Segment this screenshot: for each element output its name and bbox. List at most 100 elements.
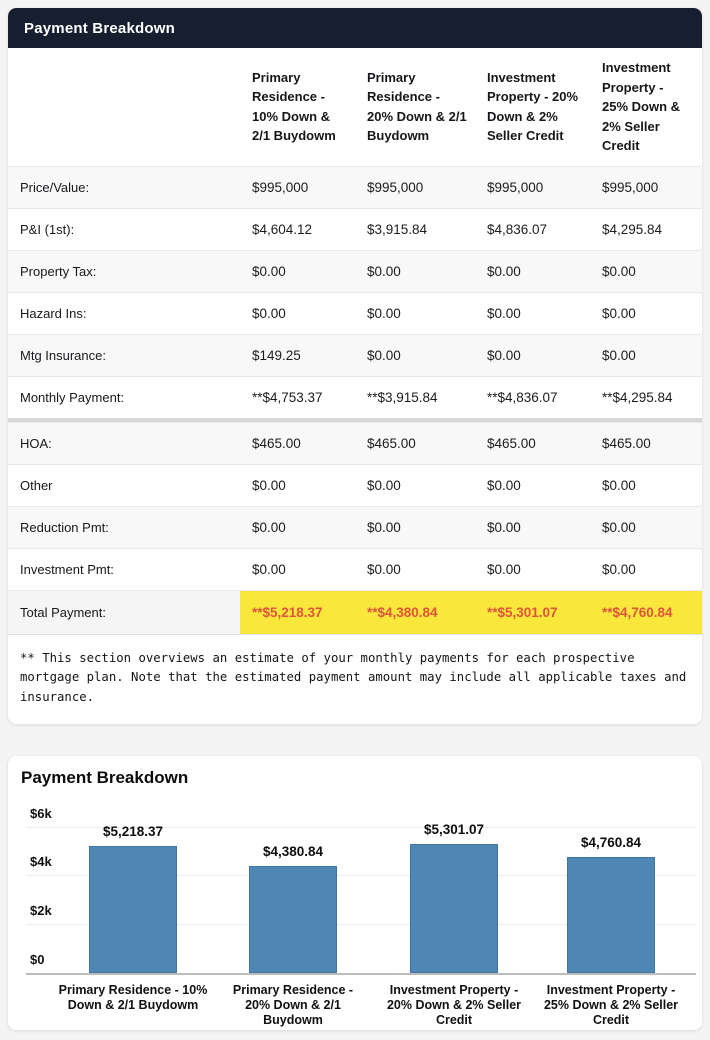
- section-divider: [8, 417, 702, 422]
- cell-value: $4,604.12: [252, 221, 313, 237]
- cell-value: $0.00: [487, 263, 521, 279]
- total-payment-row: Total Payment: **$5,218.37 **$4,380.84 **$…: [8, 589, 702, 634]
- row-label: Total Payment:: [20, 604, 106, 620]
- table-row: HOA: $465.00 $465.00 $465.00 $465.00: [8, 421, 702, 464]
- row-label: Monthly Payment:: [20, 389, 125, 405]
- bar-value-label: $5,301.07: [423, 821, 485, 837]
- bar-chart: $0 $2k $4k $6k $5,218.37 Primary Residence - …: [26, 756, 696, 1030]
- cell-value: $465.00: [487, 435, 536, 451]
- table-row: Investment Pmt: $0.00 $0.00 $0.00 $0.00: [8, 547, 702, 590]
- table-corner-cell: [8, 97, 252, 117]
- cell-value: $0.00: [602, 561, 636, 577]
- cell-value: $0.00: [367, 263, 401, 279]
- row-label: Reduction Pmt:: [20, 519, 109, 535]
- cell-value: $0.00: [367, 519, 401, 535]
- bar-value-label: $5,218.37: [102, 823, 164, 839]
- gridline: [26, 826, 696, 828]
- cell-value: $995,000: [252, 179, 309, 195]
- gridline: [26, 875, 696, 877]
- x-axis-line: [26, 972, 696, 975]
- table-footnote: ** This section overviews an estimate of…: [8, 633, 702, 724]
- table-row: Hazard Ins: $0.00 $0.00 $0.00 $0.00: [8, 291, 702, 334]
- column-header: Primary Residence - 10% Down & 2/1 Buydo…: [252, 69, 336, 144]
- row-label: Hazard Ins:: [20, 305, 87, 321]
- total-grid: Total Payment: **$5,218.37 **$4,380.84 **$…: [8, 591, 702, 634]
- cell-value: $0.00: [252, 477, 286, 493]
- row-label: Property Tax:: [20, 263, 97, 279]
- y-tick-label: $0: [30, 951, 45, 967]
- row-label: Investment Pmt:: [20, 561, 114, 577]
- table-row: Price/Value: $995,000 $995,000 $995,000 $995…: [8, 165, 702, 208]
- table-body: Price/Value: $995,000 $995,000 $995,000 $995…: [8, 165, 702, 590]
- cell-value: $0.00: [487, 347, 521, 363]
- cell-value: $0.00: [252, 561, 286, 577]
- table-row: Property Tax: $0.00 $0.00 $0.00 $0.00: [8, 249, 702, 292]
- cell-value: $0.00: [602, 519, 636, 535]
- chart-bar[interactable]: [567, 856, 655, 973]
- total-cell-value: **$5,218.37: [252, 604, 323, 620]
- cell-value: $149.25: [252, 347, 301, 363]
- cell-value: $465.00: [252, 435, 301, 451]
- table-card-title: Payment Breakdown: [24, 19, 175, 37]
- payment-breakdown-table-card: Payment Breakdown Primary Residence - 10…: [8, 8, 702, 724]
- table-row: Mtg Insurance: $149.25 $0.00 $0.00 $0.00: [8, 333, 702, 376]
- table-header-row: Primary Residence - 10% Down & 2/1 Buydo…: [8, 48, 702, 166]
- cell-value: $995,000: [602, 179, 659, 195]
- cell-value: $0.00: [367, 477, 401, 493]
- cell-value: $0.00: [602, 305, 636, 321]
- cell-value: $3,915.84: [367, 221, 428, 237]
- cell-value: **$4,836.07: [487, 389, 558, 405]
- table-row: Monthly Payment: **$4,753.37 **$3,915.84 **…: [8, 375, 702, 418]
- y-tick-label: $2k: [30, 902, 52, 918]
- chart-title: Payment Breakdown: [21, 767, 189, 787]
- x-tick-label: Investment Property - 25% Down & 2% Sell…: [543, 982, 679, 1027]
- cell-value: $4,295.84: [602, 221, 663, 237]
- cell-value: $0.00: [367, 561, 401, 577]
- y-tick-label: $4k: [30, 854, 52, 870]
- total-highlight-band: [240, 590, 702, 634]
- row-label: Other: [20, 477, 53, 493]
- cell-value: $995,000: [367, 179, 424, 195]
- cell-value: $0.00: [487, 305, 521, 321]
- cell-value: **$4,295.84: [602, 389, 673, 405]
- cell-value: $0.00: [487, 477, 521, 493]
- y-tick-label: $6k: [30, 805, 52, 821]
- cell-value: $0.00: [252, 519, 286, 535]
- x-tick-label: Primary Residence - 10% Down & 2/1 Buydo…: [58, 982, 208, 1012]
- cell-value: $0.00: [602, 347, 636, 363]
- payment-breakdown-chart-card: Payment Breakdown $0 $2k $4k $6k $5,218.37 Pr…: [8, 755, 702, 1030]
- column-header: Primary Residence - 20% Down & 2/1 Buydo…: [367, 69, 467, 144]
- row-label: Mtg Insurance:: [20, 347, 106, 363]
- gridline: [26, 923, 696, 925]
- cell-value: $0.00: [367, 305, 401, 321]
- bar-value-label: $4,380.84: [262, 843, 324, 859]
- chart-bar[interactable]: [249, 865, 337, 973]
- total-cell-value: **$4,760.84: [602, 604, 673, 620]
- cell-value: $0.00: [602, 477, 636, 493]
- cell-value: $0.00: [252, 263, 286, 279]
- cell-value: $465.00: [367, 435, 416, 451]
- cell-value: $4,836.07: [487, 221, 548, 237]
- row-label: Price/Value:: [20, 179, 90, 195]
- row-label: P&I (1st):: [20, 221, 75, 237]
- column-header: Investment Property - 20% Down & 2% Sell…: [487, 69, 579, 144]
- table-row: Other $0.00 $0.00 $0.00 $0.00: [8, 463, 702, 506]
- cell-value: $0.00: [252, 305, 286, 321]
- cell-value: **$4,753.37: [252, 389, 323, 405]
- cell-value: $0.00: [602, 263, 636, 279]
- row-label: HOA:: [20, 435, 52, 451]
- cell-value: **$3,915.84: [367, 389, 438, 405]
- cards-gap: [8, 724, 702, 756]
- x-tick-label: Primary Residence - 20% Down & 2/1 Buydo…: [232, 982, 354, 1027]
- chart-bar[interactable]: [410, 843, 498, 973]
- cell-value: $995,000: [487, 179, 544, 195]
- column-header: Investment Property - 25% Down & 2% Sell…: [602, 60, 681, 153]
- cell-value: $0.00: [487, 561, 521, 577]
- table-card-header: Payment Breakdown: [8, 8, 702, 48]
- chart-bar[interactable]: [89, 845, 177, 973]
- x-tick-label: Investment Property - 20% Down & 2% Sell…: [386, 982, 522, 1027]
- bar-value-label: $4,760.84: [580, 834, 642, 850]
- table-row: Reduction Pmt: $0.00 $0.00 $0.00 $0.00: [8, 505, 702, 548]
- cell-value: $465.00: [602, 435, 651, 451]
- total-cell-value: **$4,380.84: [367, 604, 438, 620]
